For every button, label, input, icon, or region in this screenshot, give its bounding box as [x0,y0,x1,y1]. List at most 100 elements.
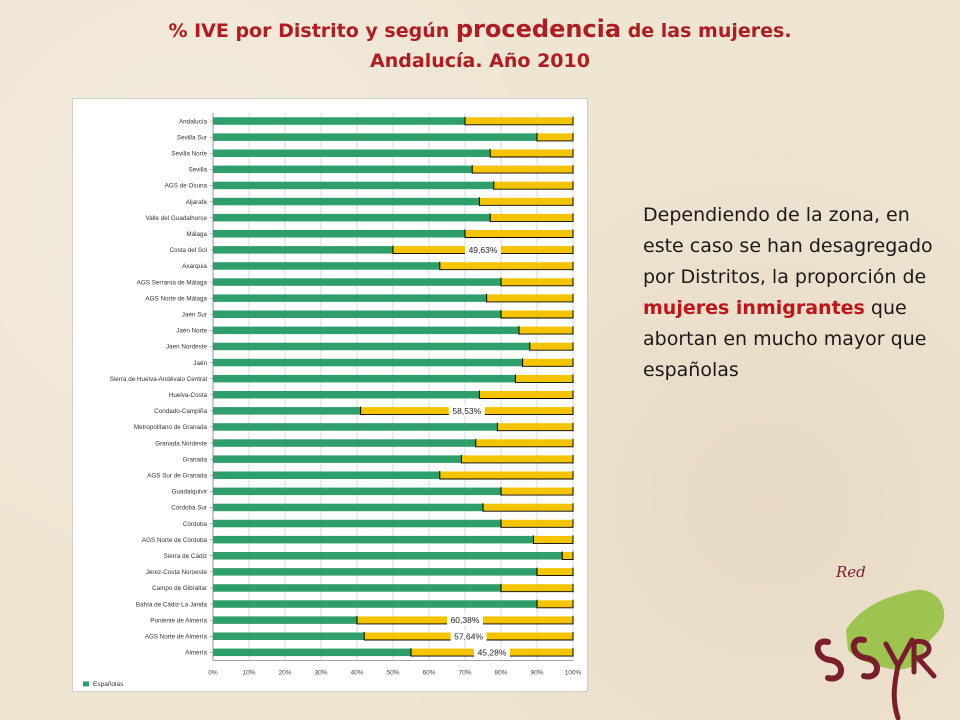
bar-espanolas [213,197,480,206]
bar-espanolas [213,439,476,447]
bar-extranjeras [522,358,573,367]
legend-label-espanolas: Españolas [93,681,124,688]
data-label: 57,64% [454,631,483,641]
bar-espanolas [213,584,501,592]
data-label: 58,53% [452,406,481,416]
x-tick-label: 80% [494,669,507,676]
bar-extranjeras [472,165,573,174]
bar-extranjeras [533,535,573,544]
category-label: Córdoba [183,521,208,528]
category-label: AGS Serranía de Málaga [137,279,208,286]
bar-extranjeras [479,197,573,206]
bar-espanolas [213,165,473,174]
logo-letter-r [911,638,937,679]
bar-espanolas [213,503,483,512]
bar-extranjeras [461,455,573,463]
category-label: Granada Nordeste [155,440,207,447]
category-label: Valle del Guadalhorce [146,215,208,222]
category-label: AGS Norte de Almería [145,633,208,640]
bar-espanolas [213,374,516,383]
category-label: Guadalquivir [172,489,207,496]
logo-letter-y [883,637,915,720]
bar-extranjeras [493,181,573,190]
data-label: 60,38% [451,615,480,625]
bar-extranjeras [486,294,573,302]
category-label: Jaén Norte [176,328,207,335]
bar-espanolas [213,632,365,640]
bar-extranjeras [479,391,573,399]
category-label: Metropolitano de Granada [134,424,208,431]
chart-panel: 0% 10% 20% 30% 40% 50% 60% 70% 80% 90% 100% Andaluc… [72,98,588,692]
category-label: Campo de Gibraltar [152,585,207,592]
red-ssyr-logo [814,589,945,720]
category-label: Costa del Sol [170,247,207,254]
category-label: Córdoba Sur [171,505,207,512]
category-label: Sevilla Norte [171,150,207,157]
bar-espanolas [213,648,411,657]
slide-title: % IVE por Distrito y según procedencia d… [60,14,900,76]
category-label: Granada [182,456,207,463]
bar-extranjeras [497,423,573,431]
bar-espanolas [213,278,501,286]
side-note-text: Dependiendo de la zona, en este caso se … [643,204,933,288]
category-label: Condado-Campiña [154,408,207,415]
bar-espanolas [213,423,498,431]
legend-swatch-espanolas [83,681,89,687]
category-label: Sevilla [188,167,207,174]
category-label: AGS Norte de Córdoba [142,537,208,544]
category-label: Sierra de Cádiz [164,553,207,560]
x-tick-label: 60% [422,669,435,676]
title-line-2: Andalucía. Año 2010 [370,50,590,72]
bar-extranjeras [439,471,573,479]
category-label: Jaén Sur [182,311,207,318]
bar-extranjeras [562,552,573,560]
category-label: AGS de Osuna [165,183,208,190]
bar-espanolas [213,407,361,415]
category-label: Sevilla Sur [177,134,207,141]
logo-letter-s1 [814,638,844,682]
bar-espanolas [213,342,530,351]
bar-espanolas [213,117,465,125]
bar-extranjeras [537,600,573,608]
x-tick-label: 0% [208,669,218,676]
logo-letter-s2 [850,636,880,680]
bar-extranjeras [490,213,573,222]
side-note-highlight: mujeres inmigrantes [643,297,865,319]
bar-espanolas [213,310,501,318]
category-label: Poniente de Almería [150,617,207,624]
bar-extranjeras [519,326,573,335]
bar-extranjeras [501,519,573,528]
bar-espanolas [213,455,462,463]
bar-extranjeras [501,278,573,286]
category-label: Bahía de Cádiz-La Janda [136,601,208,608]
title-line-1: % IVE por Distrito y según procedencia d… [60,14,900,46]
bar-espanolas [213,487,501,496]
category-label: Jerez-Costa Noroeste [146,569,208,576]
bar-espanolas [213,133,537,141]
bar-extranjeras [537,133,573,141]
category-label: Andalucía [179,118,208,125]
category-label: AGS Sur de Granada [147,472,207,479]
data-label: 45,28% [478,647,507,657]
stacked-bar-chart: 0% 10% 20% 30% 40% 50% 60% 70% 80% 90% 100% Andaluc… [83,113,582,688]
bar-espanolas [213,535,534,544]
bar-extranjeras [439,262,573,270]
bar-extranjeras [515,374,573,383]
bar-extranjeras [483,503,573,512]
category-label: Aljarafe [186,199,208,206]
x-tick-label: 70% [458,669,471,676]
title-text-b: de las mujeres. [621,20,792,42]
side-note: Dependiendo de la zona, en este caso se … [643,200,943,386]
bar-espanolas [213,294,487,302]
category-label: AGS Norte de Málaga [145,295,207,302]
bar-extranjeras [501,310,573,318]
bar-espanolas [213,391,480,399]
bar-espanolas [213,568,537,576]
bar-extranjeras [475,439,573,447]
category-label: Málaga [186,231,207,238]
bar-espanolas [213,358,523,367]
bar-espanolas [213,326,519,335]
category-label: Sierra de Huelva-Andévalo Central [110,376,207,383]
bar-espanolas [213,246,393,254]
bar-espanolas [213,471,440,479]
